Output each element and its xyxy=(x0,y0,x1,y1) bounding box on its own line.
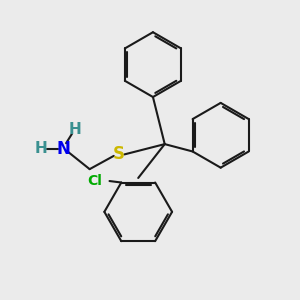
Text: H: H xyxy=(35,141,47,156)
Text: S: S xyxy=(113,146,125,164)
Text: H: H xyxy=(68,122,81,137)
Text: Cl: Cl xyxy=(87,174,102,188)
Text: N: N xyxy=(56,140,70,158)
